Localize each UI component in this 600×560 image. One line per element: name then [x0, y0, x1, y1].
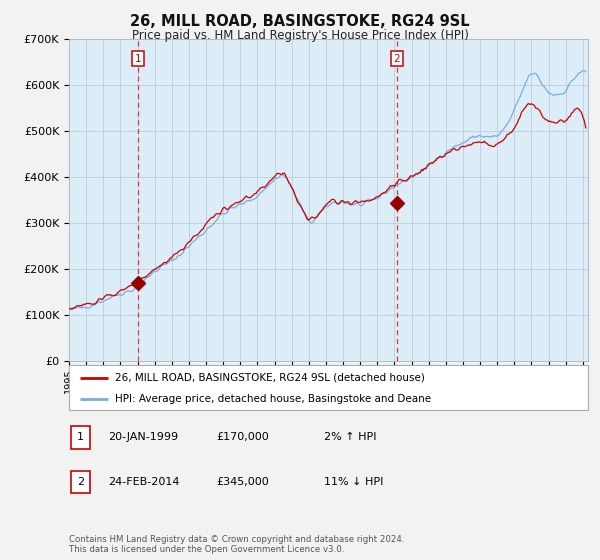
Text: 1: 1: [135, 54, 142, 64]
Bar: [71, 471, 90, 493]
Text: 11% ↓ HPI: 11% ↓ HPI: [324, 477, 383, 487]
Text: 2% ↑ HPI: 2% ↑ HPI: [324, 432, 377, 442]
Text: HPI: Average price, detached house, Basingstoke and Deane: HPI: Average price, detached house, Basi…: [115, 394, 431, 404]
Text: Contains HM Land Registry data © Crown copyright and database right 2024.
This d: Contains HM Land Registry data © Crown c…: [69, 535, 404, 554]
Bar: [71, 426, 90, 449]
Text: £170,000: £170,000: [216, 432, 269, 442]
Text: 1: 1: [77, 432, 84, 442]
Text: Price paid vs. HM Land Registry's House Price Index (HPI): Price paid vs. HM Land Registry's House …: [131, 29, 469, 42]
Text: 2: 2: [394, 54, 400, 64]
Text: 2: 2: [77, 477, 84, 487]
Text: 24-FEB-2014: 24-FEB-2014: [108, 477, 179, 487]
Text: 26, MILL ROAD, BASINGSTOKE, RG24 9SL (detached house): 26, MILL ROAD, BASINGSTOKE, RG24 9SL (de…: [115, 372, 425, 382]
Text: 26, MILL ROAD, BASINGSTOKE, RG24 9SL: 26, MILL ROAD, BASINGSTOKE, RG24 9SL: [130, 14, 470, 29]
Text: 20-JAN-1999: 20-JAN-1999: [108, 432, 178, 442]
Text: £345,000: £345,000: [216, 477, 269, 487]
